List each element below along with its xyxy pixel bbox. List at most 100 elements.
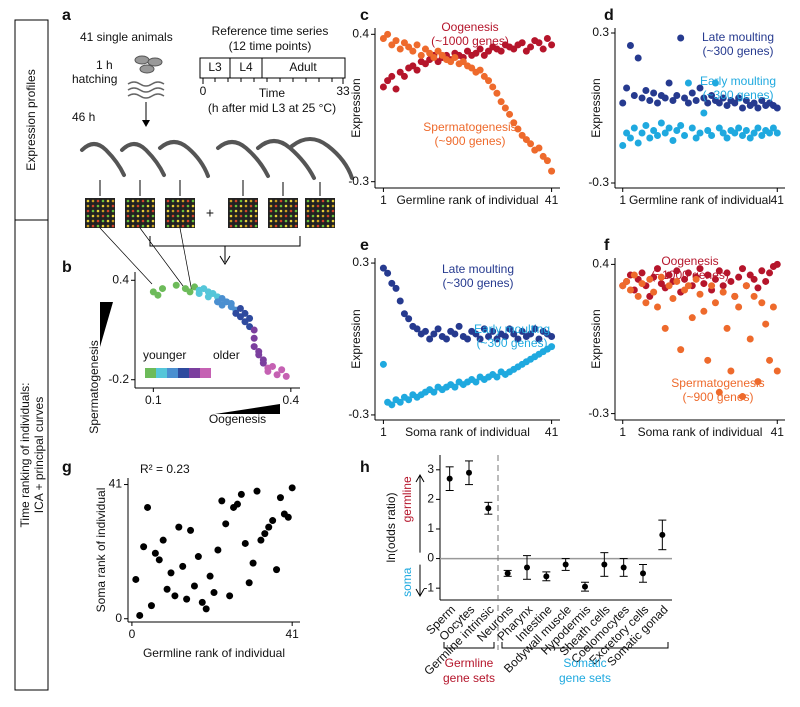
array-spot (86, 219, 90, 223)
stage: L4 (239, 60, 253, 74)
point (688, 314, 696, 322)
x-axis-label: Soma rank of individual (405, 425, 530, 439)
point (527, 43, 535, 51)
array-spot (181, 209, 185, 213)
point (190, 582, 198, 590)
array-spot (86, 224, 90, 228)
point (548, 167, 556, 175)
point (692, 134, 700, 142)
point (704, 99, 712, 107)
point (661, 129, 669, 137)
point (413, 66, 421, 74)
array-spot (86, 209, 90, 213)
array-spot (146, 214, 150, 218)
point (531, 325, 539, 333)
annotation: R² = 0.23 (140, 462, 190, 476)
point (650, 127, 658, 134)
point (750, 292, 758, 300)
array-spot (181, 199, 185, 203)
point (735, 303, 743, 311)
array-spot (181, 224, 185, 228)
point (480, 325, 488, 333)
array-spot (141, 214, 145, 218)
array-spot (86, 204, 90, 208)
point (711, 275, 719, 283)
point (476, 45, 484, 53)
array-spot (249, 199, 253, 203)
point (634, 139, 642, 147)
array-spot (186, 204, 190, 208)
point (214, 546, 222, 554)
array-spot (136, 214, 140, 218)
array-spot (294, 219, 298, 223)
point (159, 285, 166, 293)
point (405, 315, 413, 323)
point (638, 129, 646, 137)
point (237, 490, 245, 498)
point (388, 72, 396, 80)
y-tick-label: 0.4 (592, 257, 609, 271)
point (388, 401, 396, 409)
point (451, 383, 459, 391)
point (630, 124, 638, 132)
array-spot (306, 199, 310, 203)
array-spot (171, 224, 175, 228)
point (704, 271, 712, 279)
array-spot (96, 214, 100, 218)
x-tick-label: 41 (771, 425, 785, 439)
point (514, 335, 522, 343)
point (684, 282, 692, 290)
point (524, 564, 530, 571)
point (739, 104, 746, 112)
point (750, 275, 758, 283)
array-spot (151, 204, 155, 208)
point (506, 110, 514, 118)
array-spot (269, 204, 273, 208)
array-spot (106, 224, 110, 228)
array-spot (186, 209, 190, 213)
point (646, 97, 654, 104)
array-spot (96, 224, 100, 228)
point (700, 109, 708, 117)
point (171, 592, 179, 600)
point (466, 469, 472, 476)
point (758, 97, 766, 104)
array-spot (254, 224, 258, 228)
legend-label: younger (143, 348, 186, 362)
array-spot (311, 224, 315, 228)
point (535, 39, 543, 47)
array-spot (106, 219, 110, 223)
point (681, 132, 689, 139)
point (623, 84, 631, 92)
point (497, 98, 505, 106)
point (654, 99, 661, 107)
array-spot (91, 204, 95, 208)
array-spot (254, 199, 258, 203)
array-spot (181, 204, 185, 208)
point (731, 129, 739, 137)
point (719, 288, 727, 296)
colorbar-swatch (178, 368, 189, 378)
point (172, 281, 180, 289)
y-tick-label: 3 (427, 462, 434, 476)
array-spot (101, 224, 105, 228)
array-spot (321, 209, 325, 213)
series-label: Late moulting (702, 30, 774, 44)
point (206, 572, 214, 580)
array-spot (234, 209, 238, 213)
point (222, 520, 230, 528)
point (518, 327, 526, 335)
text: 0 (200, 84, 207, 98)
point (245, 579, 253, 587)
point (623, 277, 631, 285)
side-label: Time ranking of individuals: (18, 383, 32, 528)
point (241, 309, 249, 317)
array-spot (274, 219, 278, 223)
array-spot (289, 199, 293, 203)
microarrays (85, 198, 335, 228)
y-tick-label: -0.3 (588, 406, 609, 420)
point (773, 367, 781, 375)
point (657, 119, 665, 127)
point (638, 94, 646, 102)
